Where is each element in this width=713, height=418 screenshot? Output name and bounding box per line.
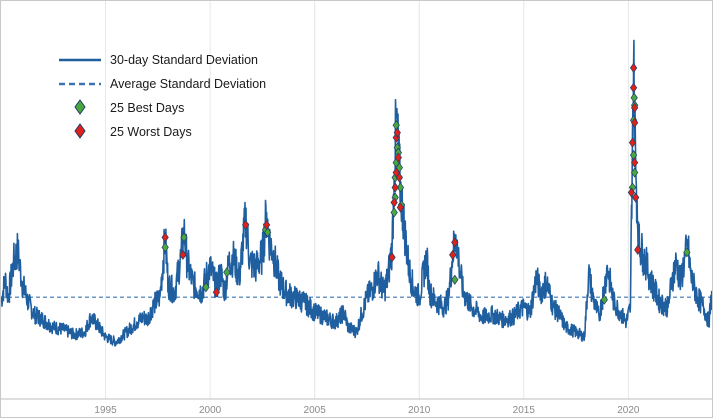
legend-label: 25 Best Days (110, 101, 184, 115)
worst-day-marker (396, 202, 405, 213)
best-day-marker (451, 274, 459, 285)
best-day-marker (180, 232, 188, 243)
worst-day-marker (242, 219, 250, 231)
worst-day-marker (390, 197, 398, 208)
worst-day-marker (161, 232, 169, 243)
legend-label: 25 Worst Days (110, 125, 192, 139)
worst-day-marker (391, 182, 399, 193)
green-diamond-icon (74, 99, 86, 115)
legend-label: Average Standard Deviation (110, 77, 266, 91)
x-tick-label: 2000 (199, 405, 222, 416)
worst-day-marker (262, 219, 271, 231)
x-tick-label: 2010 (408, 405, 431, 416)
worst-day-marker (630, 157, 639, 168)
worst-day-marker (393, 127, 401, 138)
best-day-marker (223, 267, 231, 278)
x-axis: 1995 2000 2005 2010 2015 2020 (1, 398, 712, 416)
legend-item-std-dev: 30-day Standard Deviation (59, 53, 258, 67)
best-day-marker (263, 227, 272, 238)
worst-day-marker (394, 152, 402, 163)
red-diamond-icon (74, 123, 86, 139)
best-day-marker (202, 282, 210, 293)
best-day-marker (600, 294, 608, 305)
extreme-day-markers (161, 62, 691, 305)
best-day-marker (683, 247, 691, 258)
legend: 30-day Standard Deviation Average Standa… (59, 53, 266, 139)
worst-day-marker (632, 192, 640, 203)
worst-day-marker (212, 287, 221, 298)
x-tick-label: 2015 (513, 405, 536, 416)
legend-item-average: Average Standard Deviation (59, 77, 266, 91)
worst-day-marker (634, 244, 642, 255)
std-dev-series-line (1, 39, 712, 347)
worst-day-marker (179, 249, 187, 260)
worst-day-marker (395, 172, 403, 183)
worst-day-marker (630, 102, 639, 113)
best-day-marker (390, 207, 398, 218)
worst-day-marker (630, 117, 639, 128)
worst-day-marker (628, 137, 637, 148)
worst-day-marker (451, 237, 459, 248)
best-day-marker (630, 167, 639, 178)
worst-day-marker (388, 252, 396, 263)
x-tick-label: 2005 (304, 405, 327, 416)
legend-item-worst: 25 Worst Days (74, 123, 192, 139)
x-tick-label: 1995 (94, 405, 117, 416)
legend-label: 30-day Standard Deviation (110, 53, 258, 67)
best-day-marker (161, 242, 169, 253)
worst-day-marker (449, 249, 457, 260)
worst-day-marker (629, 62, 638, 73)
worst-day-marker (627, 187, 636, 198)
legend-item-best: 25 Best Days (74, 99, 184, 115)
worst-day-marker (629, 82, 638, 93)
x-tick-label: 2020 (617, 405, 640, 416)
best-day-marker (396, 182, 405, 193)
